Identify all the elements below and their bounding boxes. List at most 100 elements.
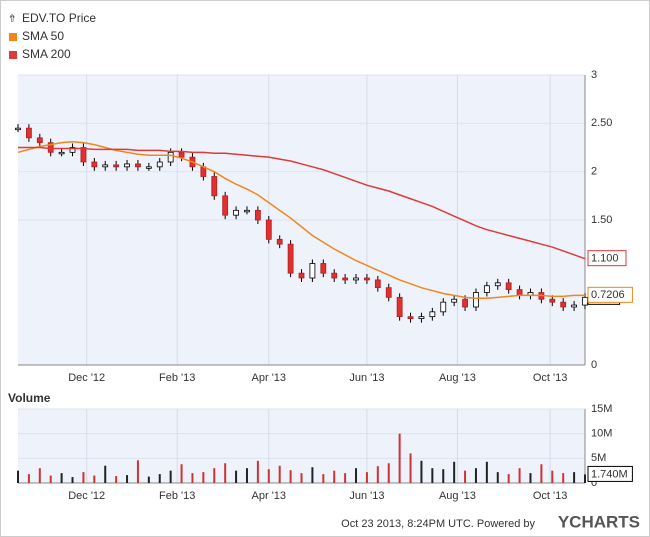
x-tick-label: Jun '13 <box>349 372 384 384</box>
volume-bar <box>355 468 358 483</box>
candle <box>483 285 490 293</box>
volume-bar <box>474 468 477 483</box>
volume-bar <box>442 469 445 483</box>
candle <box>254 209 261 221</box>
volume-bar <box>573 472 576 483</box>
candle <box>167 151 174 163</box>
y-tick-label: 2.50 <box>591 117 612 129</box>
legend-label: EDV.TO Price <box>22 11 96 25</box>
volume-bar <box>60 473 63 483</box>
volume-bar <box>485 461 488 483</box>
volume-bar <box>158 474 161 483</box>
candle <box>145 166 152 169</box>
candle <box>462 298 468 308</box>
volume-bar <box>333 470 336 483</box>
x-tick-label: Feb '13 <box>159 372 195 384</box>
candle <box>342 277 349 281</box>
candle <box>407 316 414 319</box>
volume-bar <box>49 475 52 483</box>
x-tick-label: Dec '12 <box>68 490 105 502</box>
volume-bar <box>191 473 194 483</box>
candle <box>135 163 141 168</box>
candle <box>298 272 305 279</box>
volume-bar <box>562 473 565 483</box>
price-icon: ⇮ <box>8 14 16 25</box>
candle <box>58 151 65 155</box>
volume-bar <box>17 470 19 483</box>
volume-bar <box>496 472 499 483</box>
x-tick-label: Feb '13 <box>159 490 195 502</box>
y-tick-label: 3 <box>591 69 597 81</box>
footer-timestamp: Oct 23 2013, 8:24PM UTC. Powered by <box>341 518 535 530</box>
volume-bar <box>300 473 303 483</box>
volume-bar <box>529 473 532 483</box>
volume-bar <box>202 472 205 483</box>
volume-bar <box>235 470 238 483</box>
volume-bar <box>93 475 96 483</box>
volume-bar <box>518 468 521 483</box>
volume-bar <box>551 470 554 483</box>
legend-swatch <box>9 33 17 41</box>
candle <box>222 195 229 216</box>
x-tick-label: Oct '13 <box>533 490 568 502</box>
candle <box>571 304 577 308</box>
volume-bar <box>453 461 456 483</box>
candle <box>36 137 43 144</box>
volume-bar <box>245 468 248 483</box>
volume-bar <box>180 464 183 483</box>
volume-bar <box>136 460 139 483</box>
footer-brand: YCHARTS <box>558 512 640 531</box>
value-marker <box>587 286 633 303</box>
candle <box>178 151 185 158</box>
volume-bar <box>82 472 85 483</box>
legend-label: SMA 200 <box>22 47 71 61</box>
candle <box>440 301 447 313</box>
candle <box>418 316 425 319</box>
legend-label: SMA 50 <box>22 29 64 43</box>
candle <box>91 161 98 168</box>
candle <box>560 301 567 308</box>
x-tick-label: Oct '13 <box>533 372 568 384</box>
volume-bar <box>311 467 314 483</box>
candle <box>124 163 130 168</box>
candle <box>276 238 283 245</box>
candle <box>364 277 370 281</box>
volume-bar <box>126 475 129 483</box>
y-tick-label: 15M <box>591 403 612 415</box>
value-label: 1.100 <box>591 253 619 265</box>
candle <box>331 272 338 279</box>
volume-bar <box>147 476 150 483</box>
candle <box>353 277 359 281</box>
y-tick-label: 0 <box>591 477 597 489</box>
volume-bar <box>71 477 74 483</box>
volume-bar <box>115 476 118 483</box>
candle <box>26 127 32 139</box>
volume-bar <box>409 453 412 483</box>
volume-bar <box>464 470 467 483</box>
volume-bar <box>38 468 41 483</box>
volume-bar <box>224 463 227 483</box>
candle <box>69 147 76 153</box>
volume-bar <box>322 474 325 483</box>
volume-bar <box>27 474 30 483</box>
legend-swatch <box>9 51 17 59</box>
candle <box>429 311 436 318</box>
value-label: 1.740M <box>591 468 628 480</box>
y-tick-label: 2 <box>591 166 597 178</box>
volume-bar <box>507 474 510 483</box>
y-tick-label: 0 <box>591 359 597 371</box>
volume-bar <box>289 470 292 483</box>
volume-bar <box>267 469 270 483</box>
candle <box>385 287 392 298</box>
volume-bar <box>398 433 401 483</box>
volume-bar <box>256 460 259 483</box>
sma-line <box>18 146 586 260</box>
volume-bar <box>365 472 368 483</box>
y-tick-label: 10M <box>591 428 612 440</box>
candle <box>320 263 327 274</box>
volume-bar <box>376 466 379 483</box>
volume-bar <box>213 468 216 483</box>
legend: ⇮ EDV.TO Price SMA 50 SMA 200 <box>8 11 96 61</box>
candle <box>15 127 21 131</box>
